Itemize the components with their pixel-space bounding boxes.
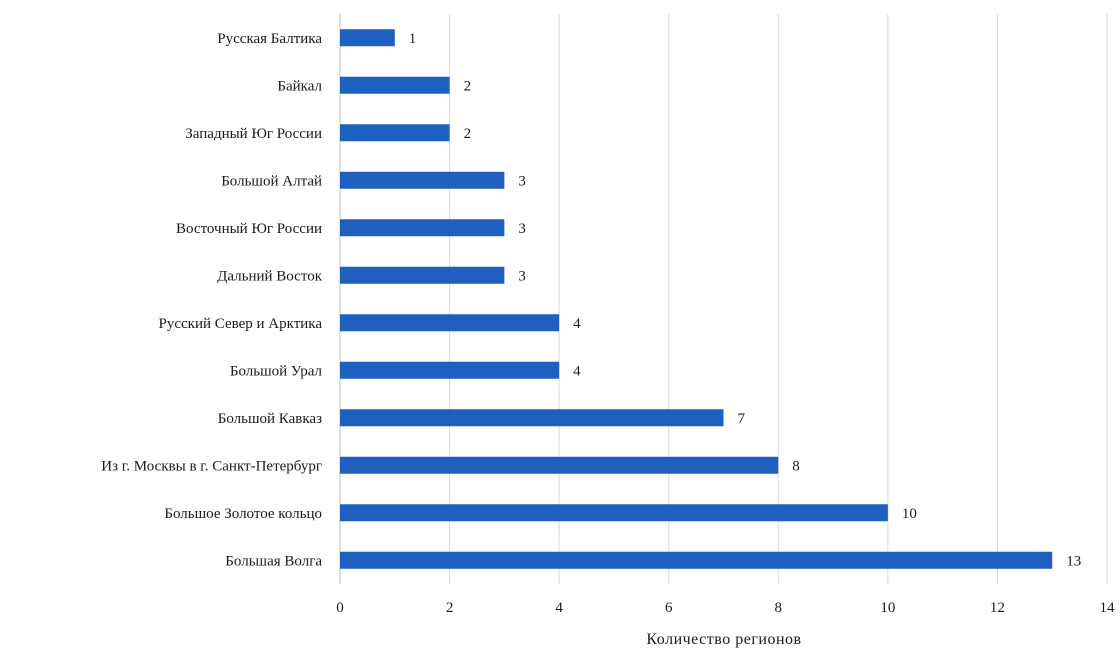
data-label: 10 <box>902 506 917 522</box>
data-label: 2 <box>464 78 472 94</box>
x-tick-label: 6 <box>665 600 673 616</box>
bar <box>340 409 724 427</box>
data-label: 8 <box>792 458 800 474</box>
category-label: Восточный Юг России <box>176 221 322 237</box>
category-label: Байкал <box>277 78 322 94</box>
category-label: Русская Балтика <box>217 31 322 47</box>
bar <box>340 124 450 142</box>
category-label: Большой Кавказ <box>218 411 322 427</box>
data-label: 7 <box>738 411 746 427</box>
bar <box>340 551 1053 569</box>
bar <box>340 76 450 94</box>
bar <box>340 361 560 379</box>
data-label: 3 <box>518 173 526 189</box>
data-label: 4 <box>573 316 581 332</box>
x-tick-label: 4 <box>555 600 563 616</box>
bar <box>340 504 888 522</box>
bar <box>340 219 505 237</box>
x-tick-label: 14 <box>1100 600 1116 616</box>
category-label: Большой Урал <box>230 363 323 379</box>
bar <box>340 171 505 189</box>
x-tick-label: 8 <box>775 600 783 616</box>
bar <box>340 29 395 47</box>
data-label: 3 <box>518 221 526 237</box>
bar <box>340 266 505 284</box>
x-tick-label: 10 <box>880 600 895 616</box>
x-axis-title: Количество регионов <box>646 631 801 648</box>
labels: 0 2 4 6 8 10 12 14 Русская Балтика 1 Байкал 2 Западн… <box>101 31 1115 616</box>
bar <box>340 456 779 474</box>
bar <box>340 314 560 332</box>
x-tick-label: 2 <box>446 600 454 616</box>
bars <box>340 29 1053 569</box>
category-label: Большой Алтай <box>221 173 322 189</box>
category-label: Дальний Восток <box>217 268 323 284</box>
category-label: Большая Волга <box>225 553 322 569</box>
data-label: 3 <box>518 268 526 284</box>
data-label: 4 <box>573 363 581 379</box>
category-label: Русский Север и Арктика <box>159 316 323 332</box>
x-tick-label: 12 <box>990 600 1005 616</box>
x-tick-label: 0 <box>336 600 344 616</box>
category-label: Из г. Москвы в г. Санкт-Петербург <box>101 458 322 474</box>
grid <box>339 14 1108 584</box>
category-label: Большое Золотое кольцо <box>164 506 322 522</box>
category-label: Западный Юг России <box>185 126 322 142</box>
data-label: 1 <box>409 31 417 47</box>
data-label: 13 <box>1066 553 1081 569</box>
data-label: 2 <box>464 126 472 142</box>
